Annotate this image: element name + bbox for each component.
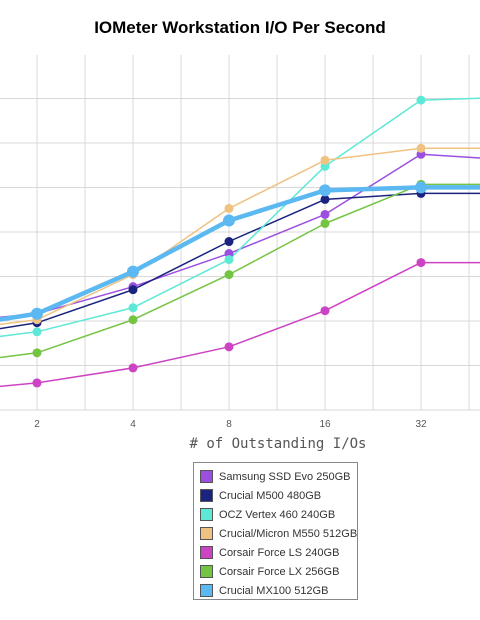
data-point (128, 363, 138, 373)
grid (0, 55, 480, 411)
series-lines (0, 97, 480, 388)
data-point (416, 143, 426, 153)
data-point (320, 209, 330, 219)
x-axis-title: # of Outstanding I/Os (189, 436, 366, 452)
data-point (224, 270, 234, 280)
legend-swatch (200, 527, 213, 540)
legend-item: Samsung SSD Evo 250GB (200, 467, 351, 486)
series-line-7 (0, 185, 480, 322)
series-line-3 (0, 97, 480, 338)
legend-item: Crucial MX100 512GB (200, 581, 351, 600)
legend-swatch (200, 489, 213, 502)
data-points (31, 95, 427, 388)
x-tick-label: 2 (34, 419, 40, 430)
x-tick-label: 4 (130, 419, 136, 430)
chart-title: IOMeter Workstation I/O Per Second (94, 18, 386, 37)
legend-label: Crucial M500 480GB (219, 489, 322, 502)
data-point (224, 203, 234, 213)
legend-label: OCZ Vertex 460 240GB (219, 508, 336, 521)
data-point (128, 285, 138, 295)
data-point (31, 307, 43, 320)
data-point (320, 306, 330, 316)
legend-swatch (200, 546, 213, 559)
data-point (416, 95, 426, 105)
legend: Samsung SSD Evo 250GB Crucial M500 480GB O… (193, 462, 358, 600)
legend-item: Corsair Force LS 240GB (200, 543, 351, 562)
data-point (224, 237, 234, 247)
data-point (32, 348, 42, 358)
legend-item: Crucial M500 480GB (200, 486, 351, 505)
data-point (32, 378, 42, 388)
data-point (319, 184, 331, 197)
data-point (128, 303, 138, 313)
data-point (128, 315, 138, 325)
data-point (223, 214, 235, 227)
legend-swatch (200, 584, 213, 597)
legend-swatch (200, 470, 213, 483)
data-point (320, 194, 330, 204)
data-point (127, 265, 139, 278)
data-point (416, 258, 426, 268)
legend-swatch (200, 565, 213, 578)
data-point (320, 218, 330, 228)
data-point (32, 327, 42, 337)
legend-label: Corsair Force LS 240GB (219, 546, 340, 559)
series-line-5 (0, 261, 480, 388)
x-axis-ticks: 2 4 8 16 32 (34, 419, 427, 430)
data-point (320, 155, 330, 165)
legend-item: Crucial/Micron M550 512GB (200, 524, 357, 543)
x-tick-label: 32 (415, 419, 427, 430)
data-point (224, 255, 234, 265)
legend-item: OCZ Vertex 460 240GB (200, 505, 351, 524)
legend-label: Samsung SSD Evo 250GB (219, 470, 351, 483)
legend-swatch (200, 508, 213, 521)
x-tick-label: 16 (319, 419, 331, 430)
legend-label: Corsair Force LX 256GB (219, 565, 340, 578)
legend-item: Corsair Force LX 256GB (200, 562, 351, 581)
legend-label: Crucial/Micron M550 512GB (219, 527, 358, 540)
x-tick-label: 8 (226, 419, 232, 430)
legend-label: Crucial MX100 512GB (219, 584, 329, 597)
data-point (224, 342, 234, 352)
data-point (415, 181, 427, 194)
series-line-6 (0, 183, 480, 359)
